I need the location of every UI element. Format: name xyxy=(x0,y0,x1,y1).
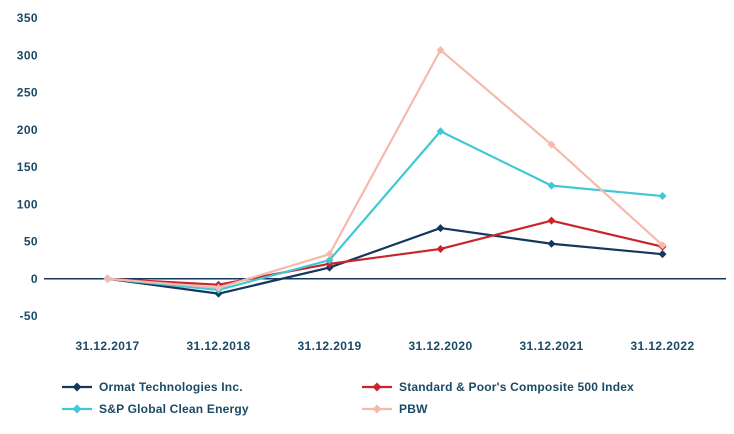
x-axis-tick-label: 31.12.2017 xyxy=(75,339,139,353)
series-point xyxy=(658,241,667,250)
series-point xyxy=(547,216,556,225)
y-axis-tick-label: 50 xyxy=(24,235,38,249)
y-axis-tick-label: 100 xyxy=(17,197,38,211)
series-point xyxy=(436,244,445,253)
series-point xyxy=(325,250,334,259)
legend-marker-icon xyxy=(362,382,392,392)
series-line-0 xyxy=(106,226,664,295)
y-axis-tick-label: 250 xyxy=(17,86,38,100)
x-axis-tick-label: 31.12.2021 xyxy=(519,339,583,353)
legend-item: S&P Global Clean Energy xyxy=(62,402,362,416)
x-axis-tick-label: 31.12.2018 xyxy=(186,339,250,353)
legend-item: Standard & Poor's Composite 500 Index xyxy=(362,380,734,394)
y-axis-tick-label: 350 xyxy=(17,11,38,25)
legend-label: Ormat Technologies Inc. xyxy=(99,380,243,394)
chart-svg: -50 0 50 100 150 200 250 300 350 31.12.2017 31.12.… xyxy=(17,11,726,353)
legend-label: Standard & Poor's Composite 500 Index xyxy=(399,380,634,394)
series-line-3 xyxy=(106,48,664,289)
chart-legend: Ormat Technologies Inc. Standard & Poor's… xyxy=(0,362,734,420)
series-point xyxy=(436,224,445,233)
y-axis-tick-label: 0 xyxy=(31,272,38,286)
legend-marker-icon xyxy=(362,404,392,414)
series-point xyxy=(214,283,223,292)
series-point xyxy=(547,239,556,248)
series-point xyxy=(658,250,667,259)
legend-label: S&P Global Clean Energy xyxy=(99,402,249,416)
series-point xyxy=(658,192,667,201)
y-axis-tick-label: 150 xyxy=(17,160,38,174)
x-axis-tick-label: 31.12.2019 xyxy=(297,339,361,353)
series-point xyxy=(547,181,556,190)
series-point xyxy=(436,127,445,136)
performance-line-chart: -50 0 50 100 150 200 250 300 350 31.12.2017 31.12.… xyxy=(17,11,726,353)
series-point xyxy=(547,140,556,149)
series-point xyxy=(436,46,445,55)
y-axis-tick-label: -50 xyxy=(19,309,38,323)
series-line-2 xyxy=(106,130,664,292)
legend-marker-icon xyxy=(62,404,92,414)
legend-label: PBW xyxy=(399,402,428,416)
series-point xyxy=(103,274,112,283)
x-axis-tick-label: 31.12.2020 xyxy=(408,339,472,353)
legend-item: PBW xyxy=(362,402,734,416)
legend-item: Ormat Technologies Inc. xyxy=(62,380,362,394)
x-axis-tick-label: 31.12.2022 xyxy=(630,339,694,353)
y-axis-tick-label: 200 xyxy=(17,123,38,137)
series-line-1 xyxy=(106,219,664,286)
y-axis-tick-label: 300 xyxy=(17,48,38,62)
legend-marker-icon xyxy=(62,382,92,392)
series-point xyxy=(325,256,334,265)
